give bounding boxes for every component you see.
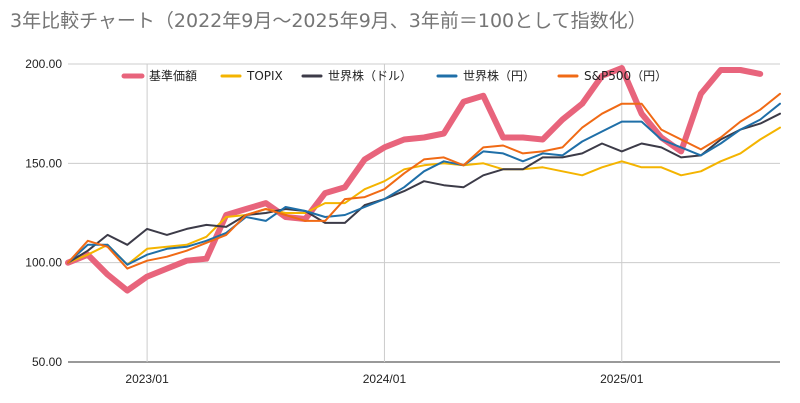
legend: 基準価額 TOPIX 世界株（ドル） 世界株（円） S&P500（円） [121, 68, 667, 83]
series-line [67, 112, 781, 264]
legend-label: TOPIX [246, 69, 283, 83]
series-line [67, 92, 781, 270]
x-tick-label: 2024/01 [363, 372, 407, 386]
legend-label: S&P500（円） [584, 69, 667, 83]
legend-label: 世界株（円） [463, 68, 535, 83]
series-line [65, 65, 764, 294]
axes: 200.00 150.00 100.00 50.00 2023/01 2024/01 202… [25, 57, 643, 386]
y-tick-label: 200.00 [25, 57, 62, 71]
legend-label: 世界株（ドル） [328, 68, 412, 83]
x-tick-label: 2023/01 [125, 372, 169, 386]
series-line [67, 126, 781, 266]
y-tick-label: 100.00 [25, 256, 62, 270]
chart-title: 3年比較チャート（2022年9月〜2025年9月、3年前＝100として指数化） [10, 10, 647, 32]
x-tick-label: 2025/01 [600, 372, 644, 386]
series [65, 65, 781, 294]
y-tick-label: 150.00 [25, 156, 62, 170]
grid [68, 63, 780, 363]
legend-label: 基準価額 [149, 68, 197, 83]
series-line [67, 102, 781, 266]
y-tick-label: 50.00 [32, 355, 62, 369]
